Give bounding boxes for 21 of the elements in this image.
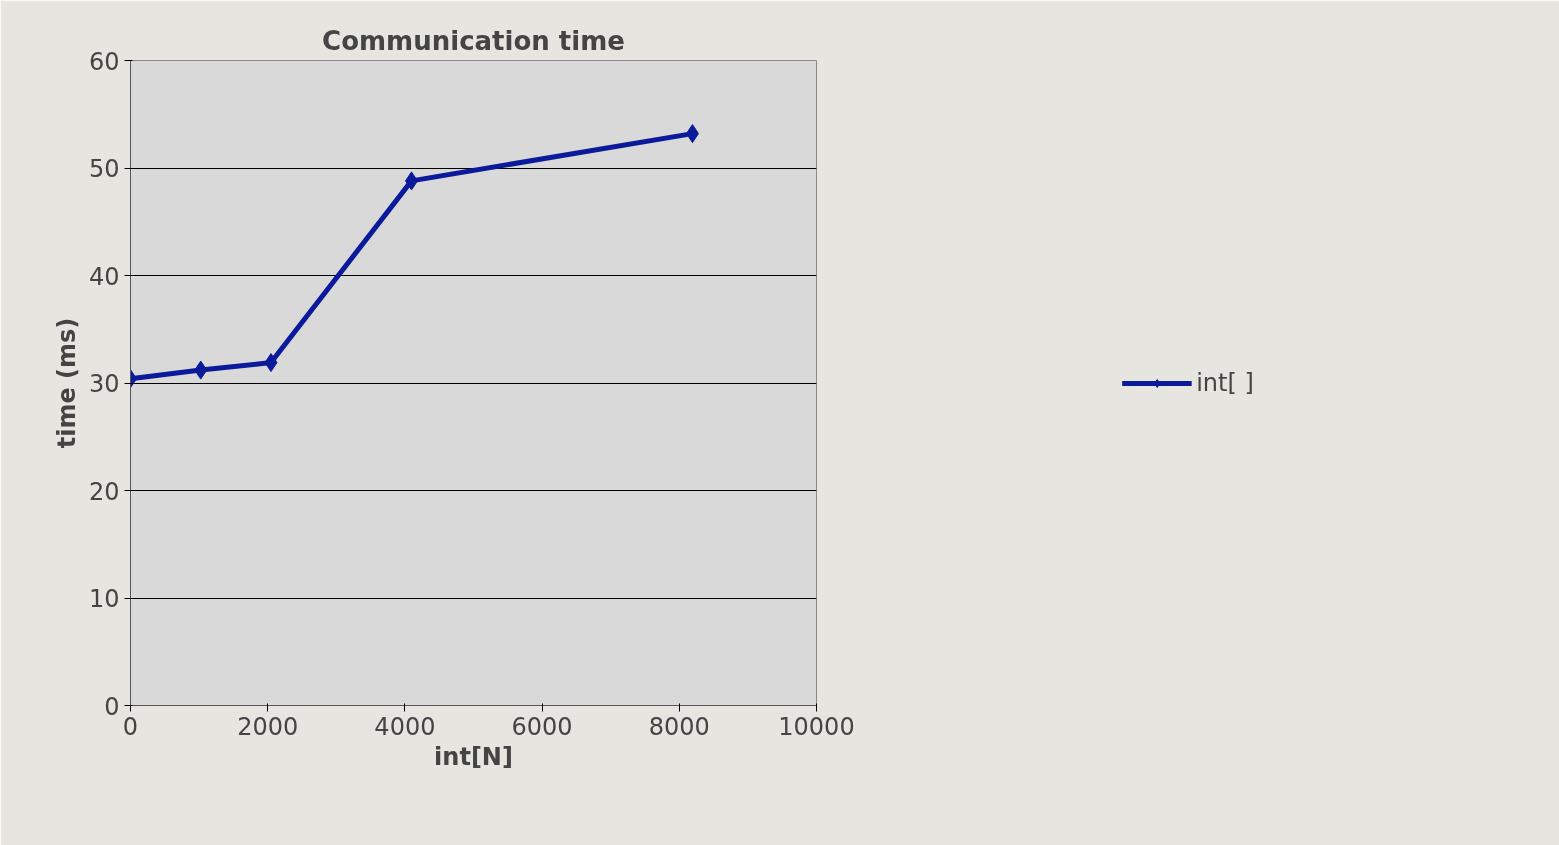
y-tick-label: 20 — [88, 477, 120, 506]
y-tick-label: 30 — [88, 370, 120, 398]
x-tick-label: 8000 — [648, 712, 710, 741]
y-axis-title: time (ms) — [52, 317, 81, 449]
y-tick-label: 0 — [104, 692, 120, 721]
x-tick-label: 4000 — [374, 712, 436, 741]
point — [264, 353, 278, 373]
x-tick-label: 6000 — [511, 712, 573, 741]
x-tick-label: 2000 — [237, 712, 299, 741]
point — [194, 360, 208, 380]
chart-title: Communication time — [322, 25, 625, 56]
y-tick-label: 60 — [88, 47, 120, 76]
point — [685, 124, 699, 144]
legend-label: int[ ] — [1196, 368, 1254, 397]
y-tick-label: 10 — [88, 585, 120, 613]
x-tick-label: 0 — [122, 712, 139, 741]
x-axis-title: int[N] — [434, 742, 513, 771]
point — [404, 171, 418, 191]
x-tick-label: 10000 — [778, 712, 855, 741]
y-tick-label: 50 — [88, 155, 120, 183]
y-tick-label: 40 — [88, 262, 120, 291]
